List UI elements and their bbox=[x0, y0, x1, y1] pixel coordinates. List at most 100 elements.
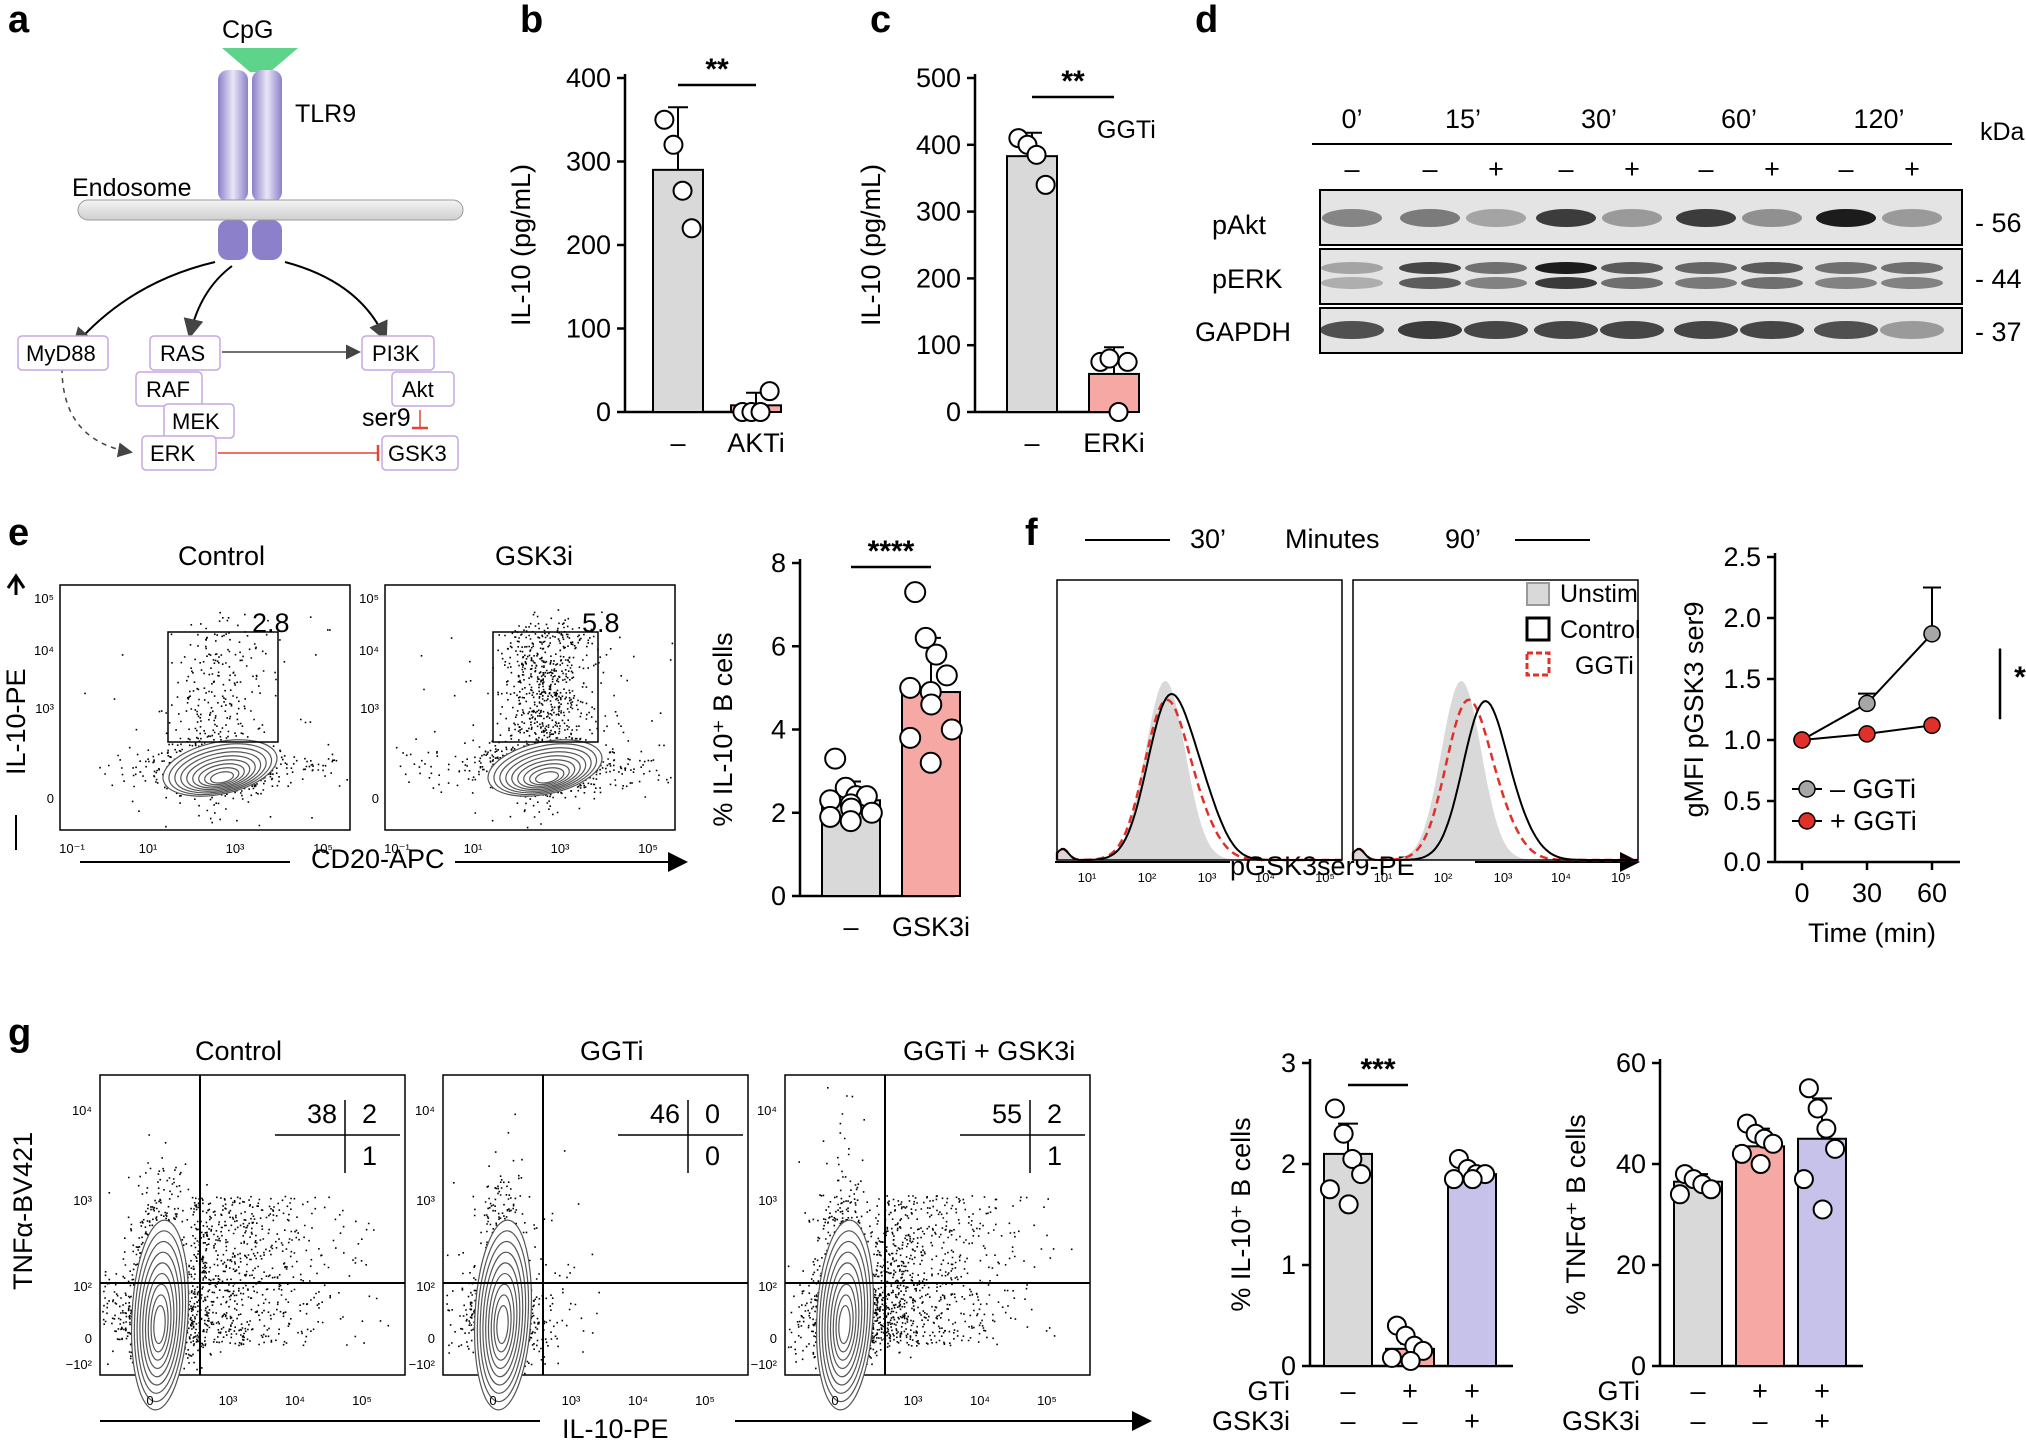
flow-g-plot-2-xtick-3: 10⁵ bbox=[1037, 1393, 1057, 1408]
node-pi3k: PI3K bbox=[361, 335, 435, 371]
bar-b-ytick-4: 400 bbox=[566, 63, 611, 93]
blot-timepoint-4: 120’ bbox=[1853, 104, 1904, 134]
bar-e-point-1-3 bbox=[935, 664, 958, 687]
flow-g-plot-2-contour-8 bbox=[838, 1305, 851, 1345]
bar-e-point-1-7 bbox=[940, 718, 963, 741]
bar-b-ytick-0: 0 bbox=[596, 397, 611, 427]
bar-b-cat-0: – bbox=[670, 428, 685, 458]
bar-e-point-1-0 bbox=[904, 581, 927, 604]
blot-sign-7: – bbox=[1838, 154, 1853, 184]
tlr9-right-chain bbox=[252, 70, 282, 202]
flow-e-plot-1-contour-6 bbox=[523, 763, 570, 787]
flow-g-plot-1-q-ur: 0 bbox=[705, 1099, 720, 1129]
bar-g2-point-0-3 bbox=[1701, 1179, 1722, 1200]
panel-d: GGTi kDa 0’ 15’ 30’ 60’ 120’ – – + – + – + – + pAkt … bbox=[1097, 104, 2025, 354]
kda-37: - 37 bbox=[1975, 317, 2022, 347]
bar-c-point-1-2 bbox=[1108, 402, 1129, 422]
bar-g2-ytick-1: 20 bbox=[1616, 1250, 1646, 1280]
flow-e-plot-0-contour-5 bbox=[192, 759, 251, 789]
ggti-row-label: GGTi bbox=[1097, 116, 1156, 144]
flow-g-plot-0-ytick-1: 10³ bbox=[73, 1193, 92, 1208]
blot-row-pakt: pAkt bbox=[1212, 210, 1267, 240]
band-perk-bottom-2 bbox=[1465, 277, 1527, 289]
flow-e-gate-control: 2.8 bbox=[252, 608, 290, 638]
bar-g2-ytick-2: 40 bbox=[1616, 1149, 1646, 1179]
flow-g-plot-1-contour-0 bbox=[473, 1219, 533, 1411]
bar-e-ytick-2: 4 bbox=[771, 715, 786, 745]
flow-e-plot-0-ytick-0: 10⁵ bbox=[34, 591, 54, 606]
bar-chart-c: 0 100 200 300 400 500 IL-10 (pg/mL) – ERKi ** bbox=[856, 63, 1145, 458]
band-perk-bottom-8 bbox=[1881, 277, 1943, 289]
bar-chart-g1: 0 1 2 3 % IL-10⁺ B cells *** bbox=[1226, 1048, 1513, 1381]
flow-e-plot-1: 10⁻¹ 10¹ 10³ 10⁵ 10⁵ 10⁴ 10³ 0 bbox=[359, 584, 676, 856]
line-f-point-1-1 bbox=[1858, 725, 1876, 743]
flow-g-plot-0-q-ur: 2 bbox=[362, 1099, 377, 1129]
bar-b-point-0-1 bbox=[663, 134, 684, 155]
hist-0-xtick-0: 10¹ bbox=[1078, 870, 1097, 885]
bar-c-ytick-0: 0 bbox=[946, 397, 961, 427]
bar-b-point-1-2 bbox=[750, 402, 771, 422]
bar-g2-point-1-4 bbox=[1731, 1143, 1752, 1164]
bar-b-point-0-0 bbox=[654, 109, 675, 130]
flow-g-plot-0-contour-7 bbox=[150, 1294, 169, 1353]
band-pakt-5 bbox=[1676, 209, 1736, 227]
bar-g2-point-2-5 bbox=[1812, 1199, 1833, 1220]
flow-g-plot-0-xtick-0: 0 bbox=[146, 1393, 153, 1408]
flow-g-plot-2-contour-3 bbox=[824, 1251, 866, 1386]
bar-b-point-1-3 bbox=[759, 381, 780, 402]
flow-g-title-ggti: GGTi bbox=[580, 1036, 644, 1066]
hist-0-xtick-3: 10⁴ bbox=[1255, 870, 1275, 885]
flow-g-plot-1-ytick-2: 10² bbox=[416, 1279, 435, 1294]
line-f-point-1-2 bbox=[1923, 716, 1941, 735]
bar-e-ytick-1: 2 bbox=[771, 798, 786, 828]
g-row-labels: GTi – + +GSK3i – – +GTi – + +GSK3i – – + bbox=[1212, 1376, 1830, 1436]
flow-e-plot-1-contour-3 bbox=[505, 751, 587, 792]
node-raf: RAF bbox=[135, 371, 203, 407]
panel-c-letter: c bbox=[870, 0, 891, 41]
g-rowsign-a-0-0: – bbox=[1340, 1376, 1355, 1406]
line-f-point-1-0 bbox=[1793, 731, 1811, 749]
flow-g-plot-2-contour-1 bbox=[818, 1230, 872, 1403]
bar-c-ytick-3: 300 bbox=[916, 197, 961, 227]
flow-e-xlabel: CD20-APC bbox=[311, 844, 445, 874]
line-f-point-0-1 bbox=[1858, 694, 1876, 713]
bar-b-point-0-3 bbox=[681, 218, 702, 239]
flow-g-plot-1-xtick-1: 10³ bbox=[562, 1393, 581, 1408]
endosome-membrane bbox=[77, 199, 464, 221]
bar-g2-point-2-1 bbox=[1807, 1098, 1828, 1119]
flow-g-plot-0-contour-4 bbox=[142, 1262, 178, 1378]
bar-c-point-1-1 bbox=[1099, 348, 1120, 369]
bar-e-point-0-7 bbox=[860, 801, 883, 824]
band-gapdh-0 bbox=[1320, 321, 1384, 339]
g-rowlabel-b-0: GTi bbox=[1598, 1376, 1641, 1406]
flow-e-plot-0-contour-4 bbox=[186, 755, 256, 791]
node-myd88: MyD88 bbox=[17, 335, 109, 371]
flow-e-plot-1-xtick-2: 10³ bbox=[551, 841, 570, 856]
blot-timepoint-1: 15’ bbox=[1445, 104, 1481, 134]
flow-g-plot-0-ytick-0: 10⁴ bbox=[72, 1103, 92, 1118]
line-f-ytick-1: 0.5 bbox=[1723, 786, 1761, 816]
node-mek-label: MEK bbox=[172, 409, 220, 434]
node-raf-label: RAF bbox=[146, 377, 190, 402]
flow-e-plot-1-ytick-3: 0 bbox=[372, 791, 379, 806]
band-gapdh-5 bbox=[1674, 321, 1738, 339]
band-perk-bottom-5 bbox=[1675, 277, 1737, 289]
bar-g2-point-2-2 bbox=[1816, 1118, 1837, 1139]
hist-0: 10¹ 10² 10³ 10⁴ 10⁵ bbox=[1055, 579, 1343, 885]
flow-g-plot-2-contour-0 bbox=[815, 1219, 875, 1411]
bar-g1-ytick-1: 1 bbox=[1281, 1250, 1296, 1280]
panel-b-letter: b bbox=[520, 0, 543, 41]
blot-bands bbox=[1320, 209, 1944, 339]
blot-sign-1: – bbox=[1422, 154, 1437, 184]
hist-0-unstim bbox=[1057, 681, 1342, 860]
flow-e-plot-1-ytick-1: 10⁴ bbox=[359, 643, 379, 658]
flow-g-plot-1-xtick-3: 10⁵ bbox=[695, 1393, 715, 1408]
blot-sign-3: – bbox=[1558, 154, 1573, 184]
flow-g-plot-2-xtick-0: 0 bbox=[831, 1393, 838, 1408]
flow-e-plot-1-ytick-0: 10⁵ bbox=[359, 591, 379, 606]
bar-chart-b: 0 100 200 300 400 IL-10 (pg/mL) – AKTi ** bbox=[506, 53, 785, 458]
flow-g-plot-1-contour-8 bbox=[496, 1305, 509, 1345]
bar-b-ytick-2: 200 bbox=[566, 230, 611, 260]
band-gapdh-4 bbox=[1600, 321, 1664, 339]
